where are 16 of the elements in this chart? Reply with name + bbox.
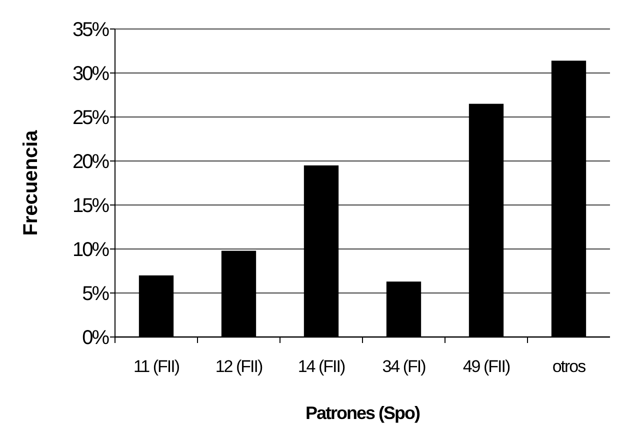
- y-tick-label: 0%: [82, 327, 110, 349]
- x-tick-label: 14 (FII): [298, 357, 345, 376]
- y-tick-label: 25%: [72, 107, 110, 129]
- y-tick-label: 5%: [82, 283, 110, 305]
- x-tick-label: 34 (FI): [382, 357, 426, 376]
- y-axis-title: Frecuencia: [20, 129, 42, 236]
- y-tick-label: 35%: [72, 19, 110, 41]
- y-tick-label: 30%: [72, 63, 110, 85]
- y-tick-label: 15%: [72, 195, 110, 217]
- y-tick-label: 10%: [72, 239, 110, 261]
- x-axis-title: Patrones (Spo): [305, 403, 421, 423]
- x-tick-label: 11 (FII): [133, 357, 180, 376]
- y-tick-label: 20%: [72, 151, 110, 173]
- x-tick-label: otros: [552, 357, 586, 376]
- x-tick-label: 49 (FII): [462, 357, 510, 376]
- x-tick-label: 12 (FII): [215, 357, 262, 376]
